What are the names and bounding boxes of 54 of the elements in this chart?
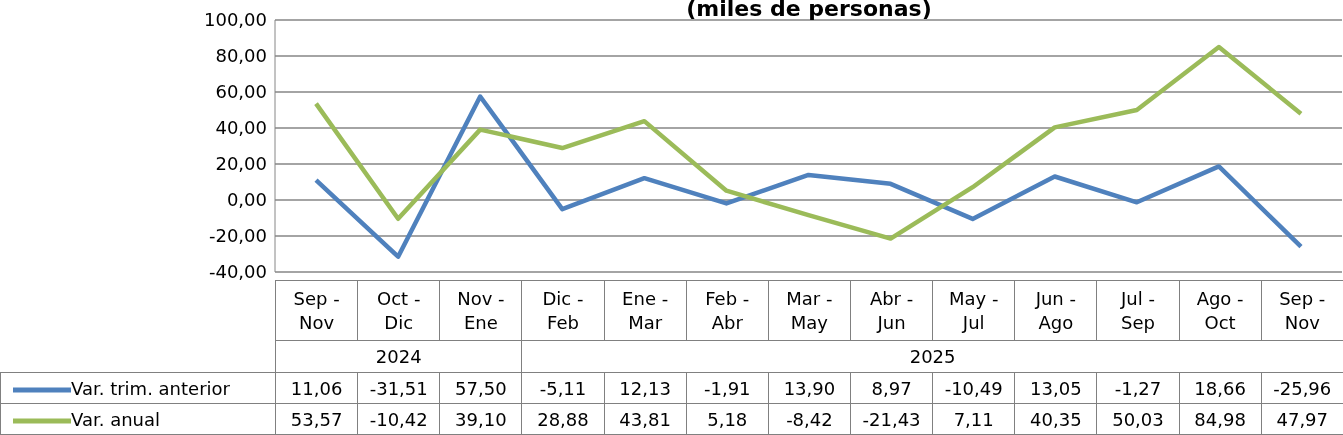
data-label: -31,51 — [357, 372, 440, 404]
text: 2024 — [275, 340, 522, 373]
data-label: 18,66 — [1179, 372, 1262, 404]
x-tick-label: Mar - May — [768, 280, 851, 341]
x-tick-label: Nov - Ene — [439, 280, 522, 341]
text: 2025 — [521, 340, 1343, 373]
data-label: 28,88 — [521, 403, 605, 435]
x-tick-label: Jul - Sep — [1096, 280, 1180, 341]
data-label: 40,35 — [1014, 403, 1097, 435]
legend-label: Var. trim. anterior — [71, 377, 230, 399]
data-label: 57,50 — [439, 372, 522, 404]
y-tick-label: -40,00 — [208, 261, 267, 283]
y-tick-label: 100,00 — [204, 9, 267, 31]
data-label: -21,43 — [850, 403, 933, 435]
x-tick-label: Feb - Abr — [686, 280, 769, 341]
line-series — [313, 94, 1304, 259]
x-tick-label: Ene - Mar — [604, 280, 687, 341]
y-tick-label: -20,00 — [208, 225, 267, 247]
y-tick-label: 40,00 — [215, 117, 267, 139]
y-tick-label: 80,00 — [215, 45, 267, 67]
data-label: 13,05 — [1014, 372, 1097, 404]
x-tick-label: Sep - Nov — [1261, 280, 1343, 341]
data-label: -10,42 — [357, 403, 440, 435]
x-tick-label: Jun - Ago — [1014, 280, 1097, 341]
data-label: 53,57 — [275, 403, 358, 435]
data-label: 39,10 — [439, 403, 522, 435]
data-label: 11,06 — [275, 372, 358, 404]
x-tick-label: Oct - Dic — [357, 280, 440, 341]
data-label: 47,97 — [1261, 403, 1343, 435]
legend-label: Var. anual — [71, 408, 161, 430]
data-label: 13,90 — [768, 372, 851, 404]
x-tick-label: Dic - Feb — [521, 280, 605, 341]
data-label: -1,27 — [1096, 372, 1180, 404]
x-tick-label: May - Jul — [932, 280, 1015, 341]
data-label: 84,98 — [1179, 403, 1262, 435]
data-label: 7,11 — [932, 403, 1015, 435]
data-label: 50,03 — [1096, 403, 1180, 435]
data-label: -8,42 — [768, 403, 851, 435]
chart-title: (miles de personas) — [686, 0, 932, 21]
x-tick-label: Abr - Jun — [850, 280, 933, 341]
y-tick-label: 0,00 — [226, 189, 267, 211]
data-label: 5,18 — [686, 403, 769, 435]
data-label: 8,97 — [850, 372, 933, 404]
x-tick-label: Sep - Nov — [275, 280, 358, 341]
data-label: 12,13 — [604, 372, 687, 404]
x-tick-label: Ago - Oct — [1179, 280, 1262, 341]
line-series — [313, 44, 1304, 241]
data-label: 43,81 — [604, 403, 687, 435]
data-label: -1,91 — [686, 372, 769, 404]
data-label: -10,49 — [932, 372, 1015, 404]
y-tick-label: 20,00 — [215, 153, 267, 175]
y-tick-label: 60,00 — [215, 81, 267, 103]
data-label: -5,11 — [521, 372, 605, 404]
data-label: -25,96 — [1261, 372, 1343, 404]
